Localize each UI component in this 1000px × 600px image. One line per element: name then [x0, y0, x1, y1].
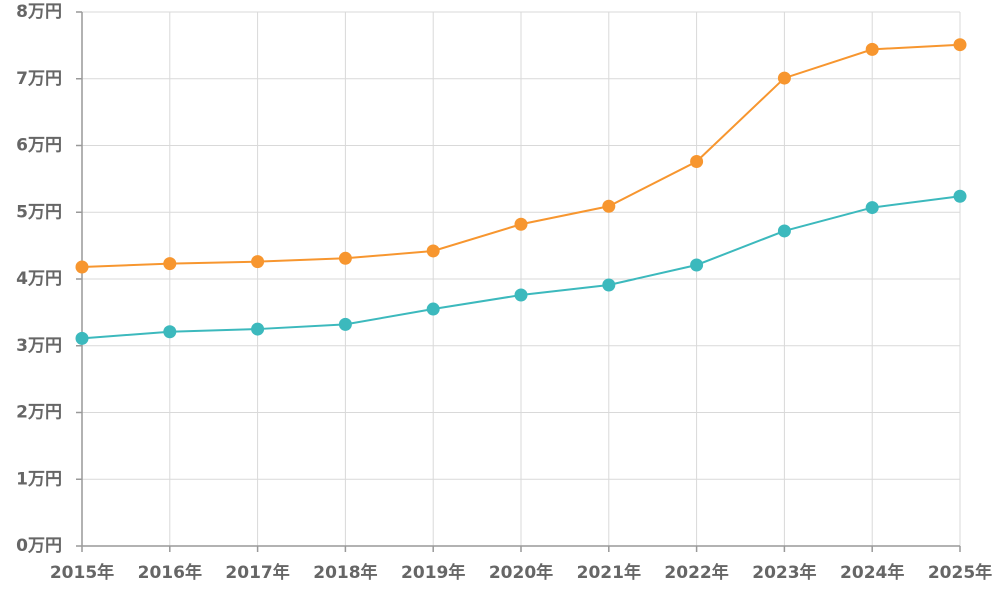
y-tick-label: 1万円: [16, 469, 62, 489]
x-tick-label: 2023年: [752, 562, 816, 583]
x-tick-label: 2024年: [840, 562, 904, 583]
data-point[interactable]: [602, 278, 616, 292]
axes: [76, 11, 961, 552]
data-point[interactable]: [777, 71, 791, 85]
data-point[interactable]: [163, 257, 177, 271]
data-point[interactable]: [953, 38, 967, 52]
x-tick-label: 2021年: [577, 562, 641, 583]
series-1: [75, 38, 967, 274]
data-point[interactable]: [690, 155, 704, 169]
y-axis-ticks: 0万円 1万円 2万円 3万円 4万円 5万円 6万円 7万円 8万円: [16, 2, 62, 556]
x-tick-label: 2015年: [50, 562, 114, 583]
data-point[interactable]: [865, 42, 879, 56]
data-point[interactable]: [514, 288, 528, 302]
x-axis-ticks: 2015年 2016年 2017年 2018年 2019年 2020年 2021年 2022年…: [50, 562, 992, 583]
data-point[interactable]: [251, 322, 265, 336]
data-point[interactable]: [163, 325, 177, 339]
x-tick-label: 2016年: [138, 562, 202, 583]
data-point[interactable]: [251, 255, 265, 269]
y-tick-label: 7万円: [16, 69, 62, 89]
y-tick-label: 0万円: [16, 536, 62, 556]
y-tick-label: 4万円: [16, 269, 62, 289]
x-tick-label: 2017年: [225, 562, 289, 583]
data-point[interactable]: [690, 258, 704, 272]
data-point[interactable]: [953, 189, 967, 203]
y-tick-label: 3万円: [16, 336, 62, 356]
data-point[interactable]: [426, 302, 440, 316]
data-point[interactable]: [602, 199, 616, 213]
grid: [82, 11, 961, 546]
series-2: [75, 189, 967, 345]
x-tick-label: 2019年: [401, 562, 465, 583]
x-tick-label: 2025年: [928, 562, 992, 583]
data-point[interactable]: [514, 217, 528, 231]
data-point[interactable]: [777, 224, 791, 238]
data-point[interactable]: [75, 260, 89, 274]
data-point[interactable]: [338, 251, 352, 265]
data-point[interactable]: [426, 244, 440, 258]
data-point[interactable]: [865, 201, 879, 215]
x-tick-label: 2022年: [664, 562, 728, 583]
y-tick-label: 5万円: [16, 202, 62, 222]
data-point[interactable]: [75, 331, 89, 345]
y-tick-label: 2万円: [16, 403, 62, 423]
series: [75, 38, 967, 345]
x-tick-label: 2020年: [489, 562, 553, 583]
y-tick-label: 8万円: [16, 2, 62, 22]
data-point[interactable]: [338, 317, 352, 331]
y-tick-label: 6万円: [16, 136, 62, 156]
x-tick-label: 2018年: [313, 562, 377, 583]
